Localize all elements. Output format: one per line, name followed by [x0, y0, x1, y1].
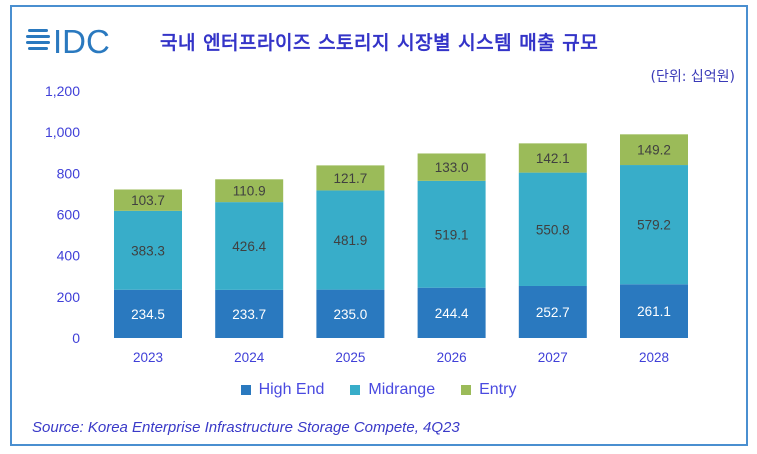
- legend-label: Midrange: [368, 381, 436, 398]
- source-note: Source: Korea Enterprise Infrastructure …: [32, 419, 460, 436]
- chart-frame: [10, 5, 748, 446]
- idc-logo: IDC: [26, 23, 110, 58]
- legend-item-entry: Entry: [461, 381, 516, 399]
- legend-label: High End: [258, 381, 325, 398]
- unit-label: (단위: 십억원): [650, 69, 736, 85]
- legend-swatch: [461, 385, 472, 395]
- legend-item-midrange: Midrange: [350, 381, 435, 399]
- legend-label: Entry: [479, 381, 517, 398]
- chart-title: 국내 엔터프라이즈 스토리지 시장별 시스템 매출 규모: [160, 32, 599, 54]
- legend-swatch: [240, 385, 251, 395]
- legend-item-high-end: High End: [240, 381, 325, 399]
- legend: High End Midrange Entry: [0, 381, 757, 399]
- legend-swatch: [350, 385, 361, 395]
- svg-text:IDC: IDC: [53, 23, 110, 58]
